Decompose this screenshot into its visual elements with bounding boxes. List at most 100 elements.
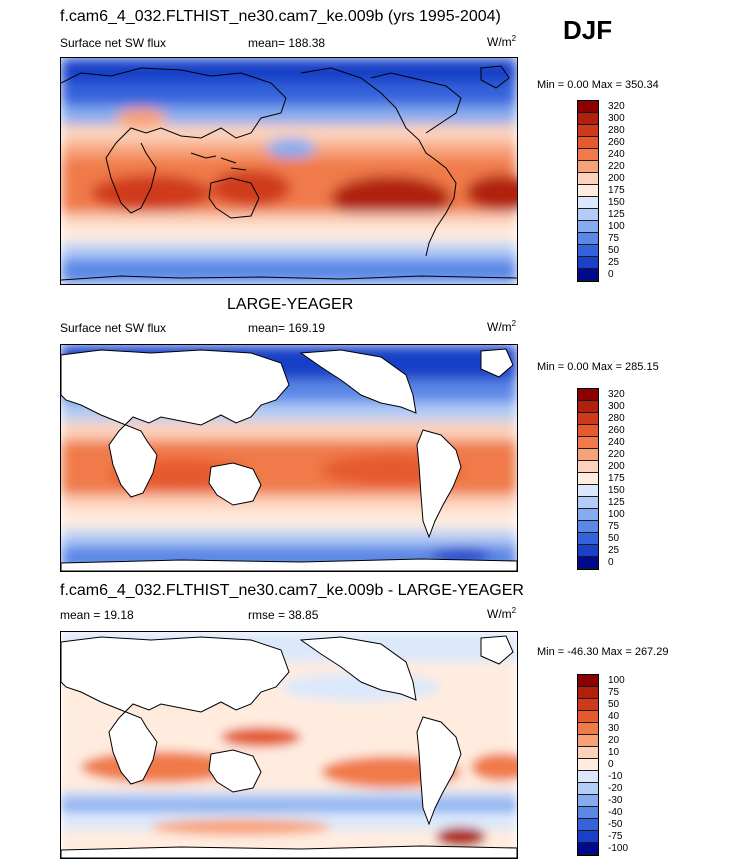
panel1-title: f.cam6_4_032.FLTHIST_ne30.cam7_ke.009b (… [60,8,501,25]
colorbar-label: 100 [608,509,625,520]
colorbar-segment [578,473,598,485]
colorbar-segment [578,269,598,281]
colorbar-segment [578,101,598,113]
panel3-colorbar [577,674,599,856]
colorbar-label: 320 [608,101,625,112]
panel3-rmse: rmse = 38.85 [248,608,319,622]
colorbar-segment [578,747,598,759]
colorbar-label: 280 [608,125,625,136]
panel1-variable: Surface net SW flux [60,36,167,50]
colorbar-label: -10 [608,771,623,782]
colorbar-label: 260 [608,425,625,436]
colorbar-segment [578,257,598,269]
panel2-mean: mean= 169.19 [248,321,326,335]
colorbar-segment [578,807,598,819]
colorbar-label: -50 [608,819,623,830]
panel3-mean: mean = 19.18 [60,608,134,622]
colorbar-label: 100 [608,675,625,686]
panel1-units: W/m2 [487,34,517,49]
colorbar-label: 240 [608,437,625,448]
colorbar-segment [578,461,598,473]
colorbar-label: 0 [608,269,614,280]
colorbar-segment [578,125,598,137]
colorbar-segment [578,425,598,437]
panel3-map-svg [61,632,517,858]
colorbar-segment [578,389,598,401]
colorbar-segment [578,173,598,185]
panel2-units: W/m2 [487,319,517,334]
colorbar-segment [578,675,598,687]
colorbar-label: 240 [608,149,625,160]
colorbar-label: 320 [608,389,625,400]
panel1-map [60,57,518,285]
colorbar-label: 125 [608,497,625,508]
colorbar-segment [578,723,598,735]
colorbar-segment [578,401,598,413]
colorbar-segment [578,783,598,795]
panel3-title: f.cam6_4_032.FLTHIST_ne30.cam7_ke.009b -… [60,582,524,599]
colorbar-segment [578,221,598,233]
panel2-map [60,344,518,572]
colorbar-segment [578,233,598,245]
colorbar-segment [578,449,598,461]
colorbar-label: -75 [608,831,623,842]
colorbar-segment [578,413,598,425]
colorbar-segment [578,735,598,747]
colorbar-label: 0 [608,557,614,568]
colorbar-label: -40 [608,807,623,818]
colorbar-label: 150 [608,485,625,496]
colorbar-label: 75 [608,521,620,532]
colorbar-label: -30 [608,795,623,806]
colorbar-segment [578,185,598,197]
colorbar-segment [578,161,598,173]
colorbar-label: 280 [608,413,625,424]
colorbar-label: 50 [608,245,620,256]
colorbar-segment [578,209,598,221]
colorbar-label: 125 [608,209,625,220]
colorbar-label: 200 [608,461,625,472]
colorbar-label: 100 [608,221,625,232]
panel1-map-svg [61,58,517,284]
colorbar-segment [578,113,598,125]
colorbar-label: 30 [608,723,620,734]
colorbar-segment [578,521,598,533]
colorbar-label: 175 [608,185,625,196]
colorbar-label: 175 [608,473,625,484]
colorbar-label: 220 [608,449,625,460]
colorbar-label: 75 [608,687,620,698]
colorbar-segment [578,245,598,257]
colorbar-label: 50 [608,699,620,710]
colorbar-label: 300 [608,113,625,124]
panel1-mean: mean= 188.38 [248,36,326,50]
panel2-colorbar [577,388,599,570]
colorbar-segment [578,771,598,783]
colorbar-label: 50 [608,533,620,544]
colorbar-segment [578,687,598,699]
colorbar-segment [578,137,598,149]
colorbar-segment [578,149,598,161]
panel3-minmax: Min = -46.30 Max = 267.29 [537,646,669,658]
colorbar-label: 300 [608,401,625,412]
colorbar-segment [578,759,598,771]
panel2-map-svg [61,345,517,571]
colorbar-label: 20 [608,735,620,746]
colorbar-label: 220 [608,161,625,172]
colorbar-segment [578,795,598,807]
colorbar-segment [578,545,598,557]
panel2-variable: Surface net SW flux [60,321,167,335]
colorbar-segment [578,557,598,569]
colorbar-segment [578,533,598,545]
colorbar-segment [578,197,598,209]
colorbar-label: 260 [608,137,625,148]
colorbar-segment [578,843,598,855]
colorbar-label: 0 [608,759,614,770]
colorbar-label: 25 [608,545,620,556]
panel1-minmax: Min = 0.00 Max = 350.34 [537,79,659,91]
panel1-colorbar [577,100,599,282]
colorbar-segment [578,699,598,711]
panel3-map [60,631,518,859]
colorbar-label: 25 [608,257,620,268]
colorbar-label: 40 [608,711,620,722]
colorbar-label: 75 [608,233,620,244]
colorbar-label: -100 [608,843,629,854]
